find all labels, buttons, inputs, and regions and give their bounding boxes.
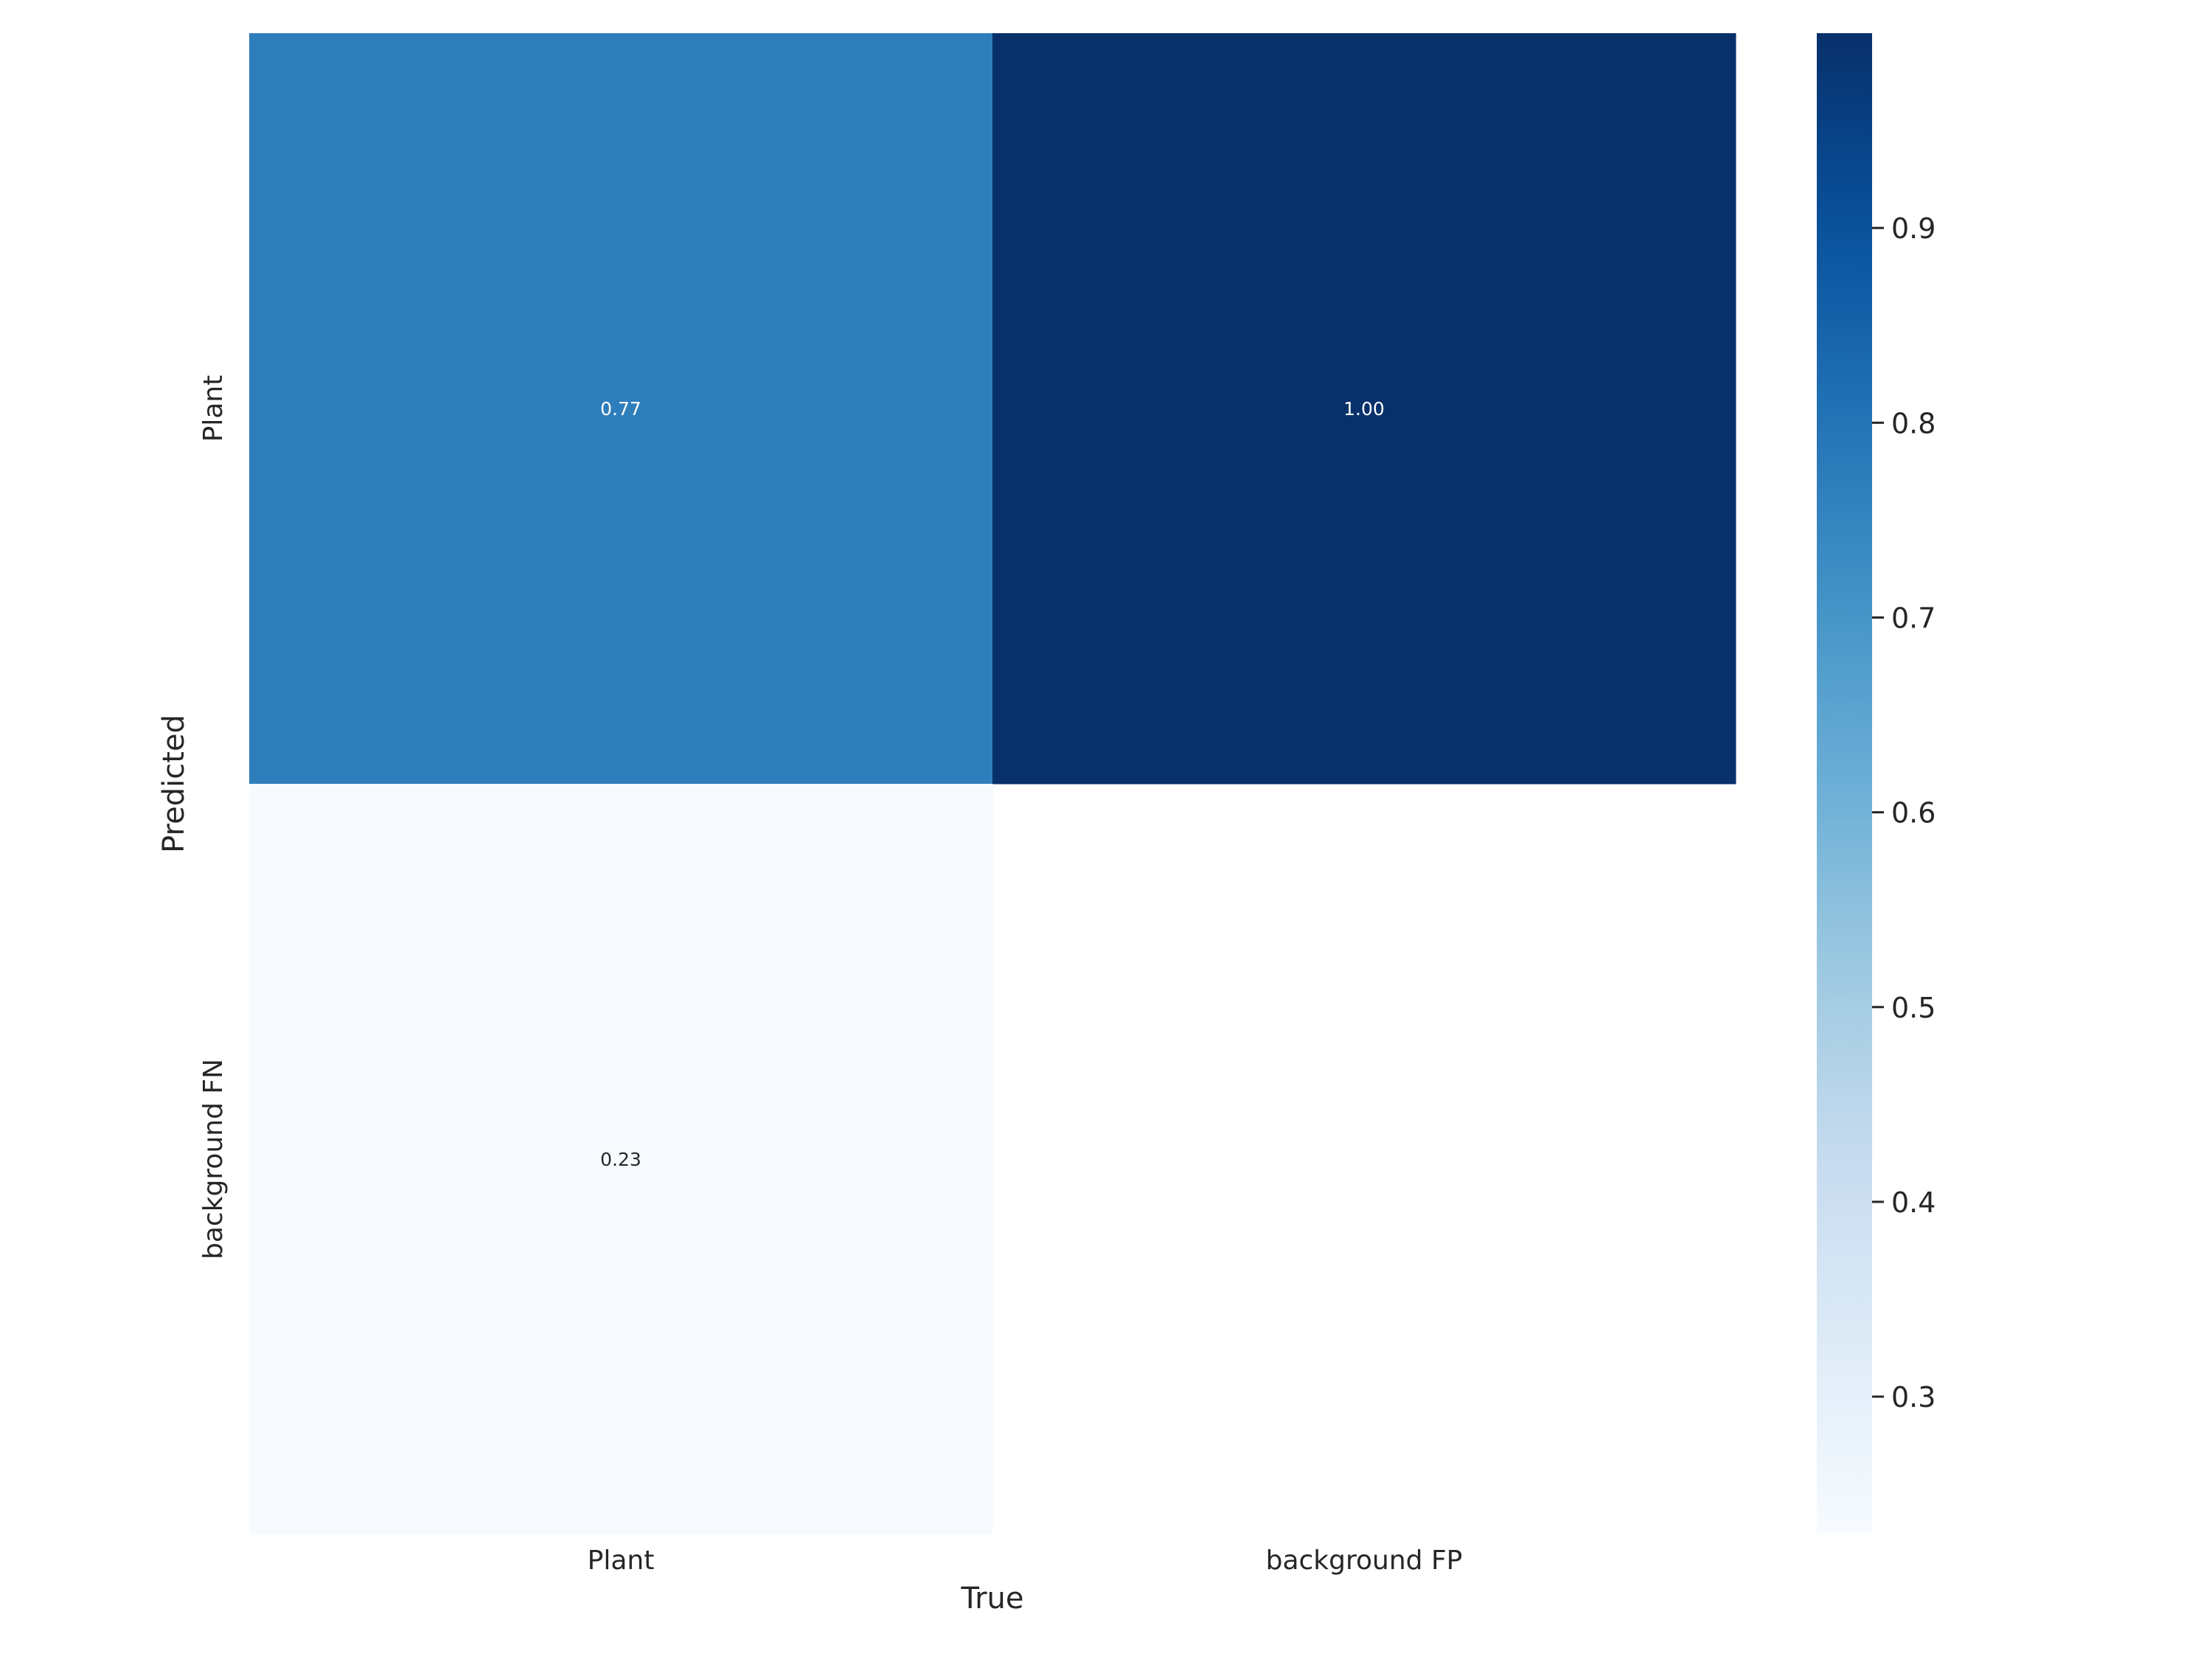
colorbar-tick-label: 0.9 <box>1891 212 1935 245</box>
y-axis-label: Predicted <box>157 714 191 853</box>
colorbar-ticks: 0.3 0.4 0.5 0.6 0.7 0.8 0.9 <box>1872 212 1935 1414</box>
y-tick-label: Plant <box>198 375 229 442</box>
colorbar-tick-label: 0.3 <box>1891 1381 1935 1414</box>
colorbar-tick-label: 0.6 <box>1891 797 1935 830</box>
heatmap-cell <box>249 784 993 1535</box>
cell-annotation: 0.77 <box>600 398 641 420</box>
y-tick-labels: Plant background FN <box>198 375 229 1259</box>
heatmap-cell <box>992 33 1736 785</box>
heatmap-cells <box>249 33 1736 1535</box>
colorbar-tick-label: 0.8 <box>1891 407 1935 439</box>
colorbar-tick-label: 0.7 <box>1891 602 1935 634</box>
colorbar-tick-label: 0.5 <box>1891 992 1935 1024</box>
cell-annotation: 0.23 <box>600 1149 641 1170</box>
cell-annotation: 1.00 <box>1343 398 1385 420</box>
cell-annotations: 0.77 1.00 0.23 <box>600 398 1385 1170</box>
y-tick-label: background FN <box>198 1059 229 1259</box>
heatmap-cell <box>249 33 993 785</box>
x-tick-label: background FP <box>1266 1545 1463 1576</box>
x-tick-labels: Plant background FP <box>588 1545 1463 1576</box>
colorbar-tick-label: 0.4 <box>1891 1186 1935 1219</box>
colorbar <box>1817 33 1872 1533</box>
x-tick-label: Plant <box>588 1545 655 1576</box>
x-axis-label: True <box>961 1582 1024 1616</box>
